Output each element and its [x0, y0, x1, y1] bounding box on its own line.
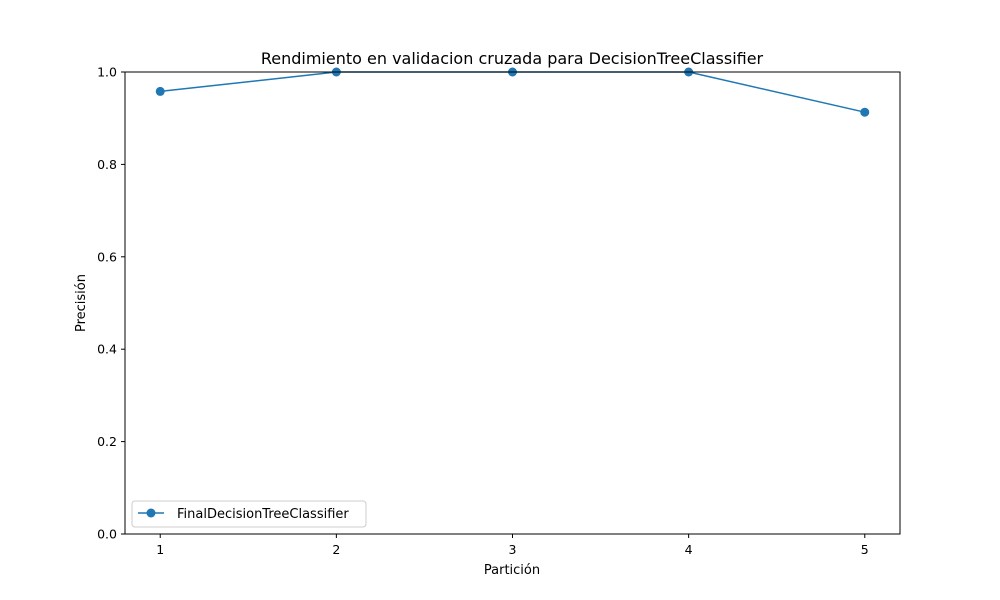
x-axis-label: Partición — [484, 563, 540, 578]
plot-series — [155, 67, 870, 117]
x-tick-label: 4 — [685, 542, 693, 557]
data-point — [155, 86, 165, 96]
y-tick-label: 0.6 — [97, 249, 117, 264]
x-tick-label: 1 — [156, 542, 164, 557]
x-tick-label: 3 — [509, 542, 517, 557]
legend: FinalDecisionTreeClassifier — [131, 500, 367, 528]
series-line — [160, 71, 865, 113]
y-axis-ticks: 0.0 0.2 0.4 0.6 0.8 1.0 — [97, 65, 125, 542]
plot-frame — [124, 71, 901, 535]
y-tick-label: 0.2 — [97, 434, 117, 449]
data-point — [860, 107, 870, 117]
legend-label: FinalDecisionTreeClassifier — [177, 507, 349, 522]
y-tick-label: 1.0 — [97, 65, 117, 80]
legend-marker-swatch — [146, 508, 156, 518]
y-tick-label: 0.0 — [97, 527, 117, 542]
y-tick-label: 0.4 — [97, 342, 117, 357]
x-tick-label: 2 — [332, 542, 340, 557]
x-tick-label: 5 — [861, 542, 869, 557]
x-axis-ticks: 1 2 3 4 5 — [156, 534, 869, 557]
legend-box — [131, 500, 367, 528]
y-tick-label: 0.8 — [97, 157, 117, 172]
chart-title: Rendimiento en validacion cruzada para D… — [261, 49, 764, 68]
y-axis-label: Precisión — [74, 274, 89, 332]
